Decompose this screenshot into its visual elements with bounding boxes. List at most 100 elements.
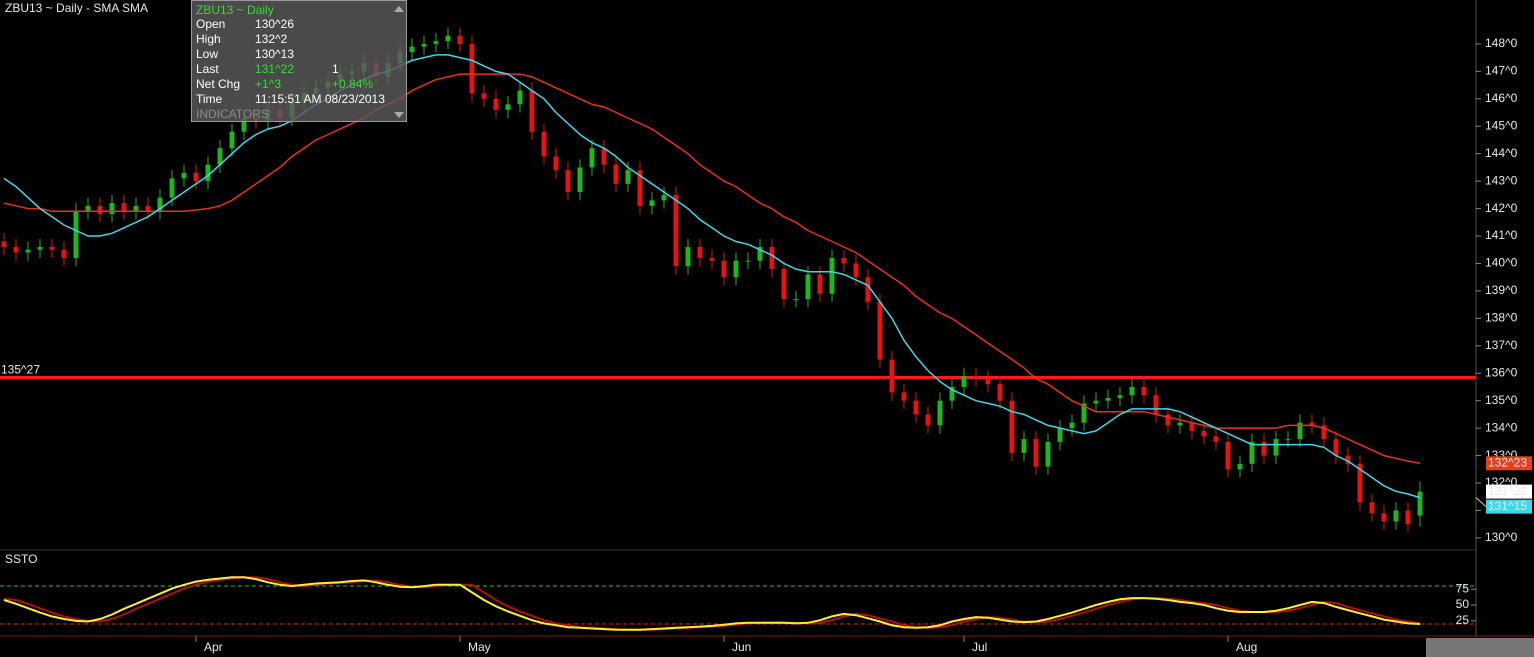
tooltip-row: Time 11:15:51 AM 08/23/2013 bbox=[196, 92, 385, 107]
tooltip-row: Open 130^26 bbox=[196, 17, 332, 32]
candle-body bbox=[601, 148, 607, 165]
candle-body bbox=[433, 41, 439, 44]
candle-body bbox=[781, 268, 787, 300]
candle-body bbox=[541, 131, 547, 157]
y-tick-label: 145^0 bbox=[1485, 118, 1518, 132]
candle-body bbox=[745, 260, 751, 262]
candle-body bbox=[121, 203, 127, 212]
candle-body bbox=[1021, 439, 1027, 453]
candle-body bbox=[1393, 510, 1399, 522]
candle-body bbox=[25, 249, 31, 253]
scroll-up[interactable] bbox=[393, 4, 405, 14]
tooltip-label: Open bbox=[196, 17, 226, 31]
scroll-down[interactable] bbox=[393, 110, 405, 120]
candle-body bbox=[865, 277, 871, 302]
tooltip-label: Low bbox=[196, 47, 219, 61]
tooltip-value: 130^26 bbox=[255, 17, 294, 31]
y-tick-label: 144^0 bbox=[1485, 146, 1518, 160]
oscillator-line bbox=[3, 576, 1421, 631]
price-tag-label: 132^23 bbox=[1488, 455, 1527, 469]
tooltip-label: Last bbox=[196, 62, 219, 76]
candle-body bbox=[769, 247, 775, 269]
candle-body bbox=[997, 384, 1003, 401]
price-level-label: 135^27 bbox=[1, 363, 40, 377]
candle-body bbox=[409, 46, 415, 53]
candle-body bbox=[133, 205, 139, 212]
candle-body bbox=[673, 194, 679, 267]
candle-body bbox=[577, 167, 583, 193]
candle-body bbox=[841, 257, 847, 264]
candle-body bbox=[229, 131, 235, 149]
candle-body bbox=[241, 118, 247, 132]
candle-body bbox=[1069, 422, 1075, 429]
candle-body bbox=[13, 247, 19, 253]
tooltip-value: 132^2 bbox=[255, 32, 288, 46]
price-tag bbox=[1486, 499, 1532, 514]
tooltip-value: 11:15:51 AM 08/23/2013 bbox=[255, 92, 385, 106]
chart-title: ZBU13 ~ Daily - SMA SMA bbox=[5, 1, 148, 15]
tooltip-label: High bbox=[196, 32, 221, 46]
candle-body bbox=[1201, 430, 1207, 437]
candle-body bbox=[169, 178, 175, 198]
y-tick-label: 148^0 bbox=[1485, 36, 1518, 50]
candle-body bbox=[157, 197, 163, 212]
candle-body bbox=[937, 400, 943, 426]
y-tick-label: 137^0 bbox=[1485, 338, 1518, 352]
tooltip-footer[interactable]: INDICATORS bbox=[196, 107, 269, 121]
candle-body bbox=[793, 299, 799, 301]
price-tag bbox=[1486, 456, 1532, 471]
candle-body bbox=[505, 104, 511, 110]
candle-body bbox=[961, 375, 967, 387]
candle-body bbox=[613, 164, 619, 184]
y-tick-label: 147^0 bbox=[1485, 64, 1518, 78]
candle-body bbox=[1057, 428, 1063, 442]
tooltip-value: 130^13 bbox=[255, 47, 294, 61]
candle-body bbox=[637, 170, 643, 206]
y-tick-label: 146^0 bbox=[1485, 91, 1518, 105]
candle-body bbox=[721, 260, 727, 278]
candle-body bbox=[973, 375, 979, 379]
y-tick-label: 141^0 bbox=[1485, 228, 1518, 242]
candle-body bbox=[985, 378, 991, 385]
y-tick-label: 50 bbox=[1456, 597, 1470, 611]
indicator-title: SSTO bbox=[5, 552, 37, 566]
candle-body bbox=[625, 170, 631, 184]
candle-body bbox=[1177, 422, 1183, 426]
candle-body bbox=[805, 274, 811, 300]
candle-body bbox=[529, 90, 535, 132]
candle-body bbox=[1249, 441, 1255, 464]
y-tick-label: 130^0 bbox=[1485, 530, 1518, 544]
candle-body bbox=[1237, 463, 1243, 470]
candle-body bbox=[901, 392, 907, 401]
tooltip-title: ZBU13 ~ Daily bbox=[196, 3, 274, 17]
candle-body bbox=[517, 90, 523, 105]
candle-body bbox=[1153, 395, 1159, 415]
y-tick-label: 135^0 bbox=[1485, 393, 1518, 407]
candle-body bbox=[109, 203, 115, 215]
tooltip-row: Low 130^13 bbox=[196, 47, 332, 62]
y-tick-label: 143^0 bbox=[1485, 173, 1518, 187]
candle-body bbox=[553, 156, 559, 171]
candle-body bbox=[1285, 439, 1291, 441]
candle-body bbox=[493, 98, 499, 110]
candle-body bbox=[85, 205, 91, 212]
candle-body bbox=[889, 359, 895, 393]
candle-body bbox=[481, 93, 487, 99]
scroll-box[interactable] bbox=[1426, 638, 1534, 657]
x-tick-label: Aug bbox=[1236, 640, 1257, 654]
moving-average-line bbox=[3, 73, 1421, 465]
candle-body bbox=[589, 148, 595, 168]
candle-body bbox=[181, 172, 187, 179]
candle-body bbox=[1165, 414, 1171, 426]
candle-body bbox=[1105, 397, 1111, 401]
tooltip-label: Net Chg bbox=[196, 77, 241, 91]
candle-body bbox=[565, 170, 571, 193]
candle-body bbox=[1033, 439, 1039, 467]
candle-body bbox=[469, 43, 475, 94]
tooltip-row: Last 131^22 1 bbox=[196, 62, 339, 77]
candle-body bbox=[817, 274, 823, 294]
x-tick-label: May bbox=[468, 640, 491, 654]
candle-body bbox=[193, 172, 199, 182]
candle-body bbox=[73, 211, 79, 258]
